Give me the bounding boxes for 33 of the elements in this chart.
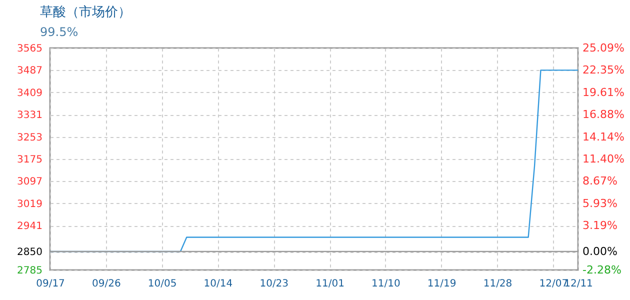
y2-tick-label: 14.14% (582, 130, 624, 144)
chart-subtitle: 99.5% (40, 25, 78, 39)
y-tick-label: 3097 (17, 176, 42, 188)
y-tick-label: 3487 (17, 66, 42, 77)
y-tick-label: 3175 (17, 154, 42, 166)
x-tick-label: 11/01 (316, 278, 344, 290)
y2-tick-label: 16.88% (582, 108, 624, 122)
y-tick-label: 2941 (17, 221, 42, 232)
x-tick-label: 10/05 (148, 278, 177, 290)
y-tick-label: 3409 (17, 88, 42, 99)
y2-tick-label: -2.28% (582, 264, 622, 276)
y2-tick-label: 25.09% (582, 42, 624, 54)
y2-tick-label: 3.19% (582, 219, 618, 232)
y-tick-label: 2785 (17, 266, 42, 276)
y2-tick-label: 0.00% (582, 245, 618, 258)
y-tick-label: 3019 (17, 198, 42, 210)
y-tick-label: 2850 (17, 247, 42, 258)
x-tick-label: 09/26 (92, 278, 121, 290)
chart-title: 草酸（市场价） (40, 5, 131, 20)
y-tick-label: 3565 (17, 44, 42, 54)
y-tick-label: 3331 (17, 110, 42, 122)
y2-tick-label: 8.67% (582, 174, 618, 188)
x-tick-label: 11/28 (483, 278, 512, 290)
x-tick-label: 11/19 (427, 278, 456, 290)
x-tick-label: 10/14 (204, 278, 233, 290)
x-tick-label: 10/23 (260, 278, 289, 290)
x-tick-label: 09/17 (36, 278, 65, 290)
y2-tick-label: 11.40% (582, 152, 624, 166)
x-tick-label: 11/10 (372, 278, 400, 290)
y2-tick-label: 19.61% (582, 86, 624, 99)
y2-tick-label: 5.93% (582, 196, 618, 210)
y-tick-label: 3253 (17, 132, 42, 144)
y2-tick-label: 22.35% (582, 64, 624, 77)
